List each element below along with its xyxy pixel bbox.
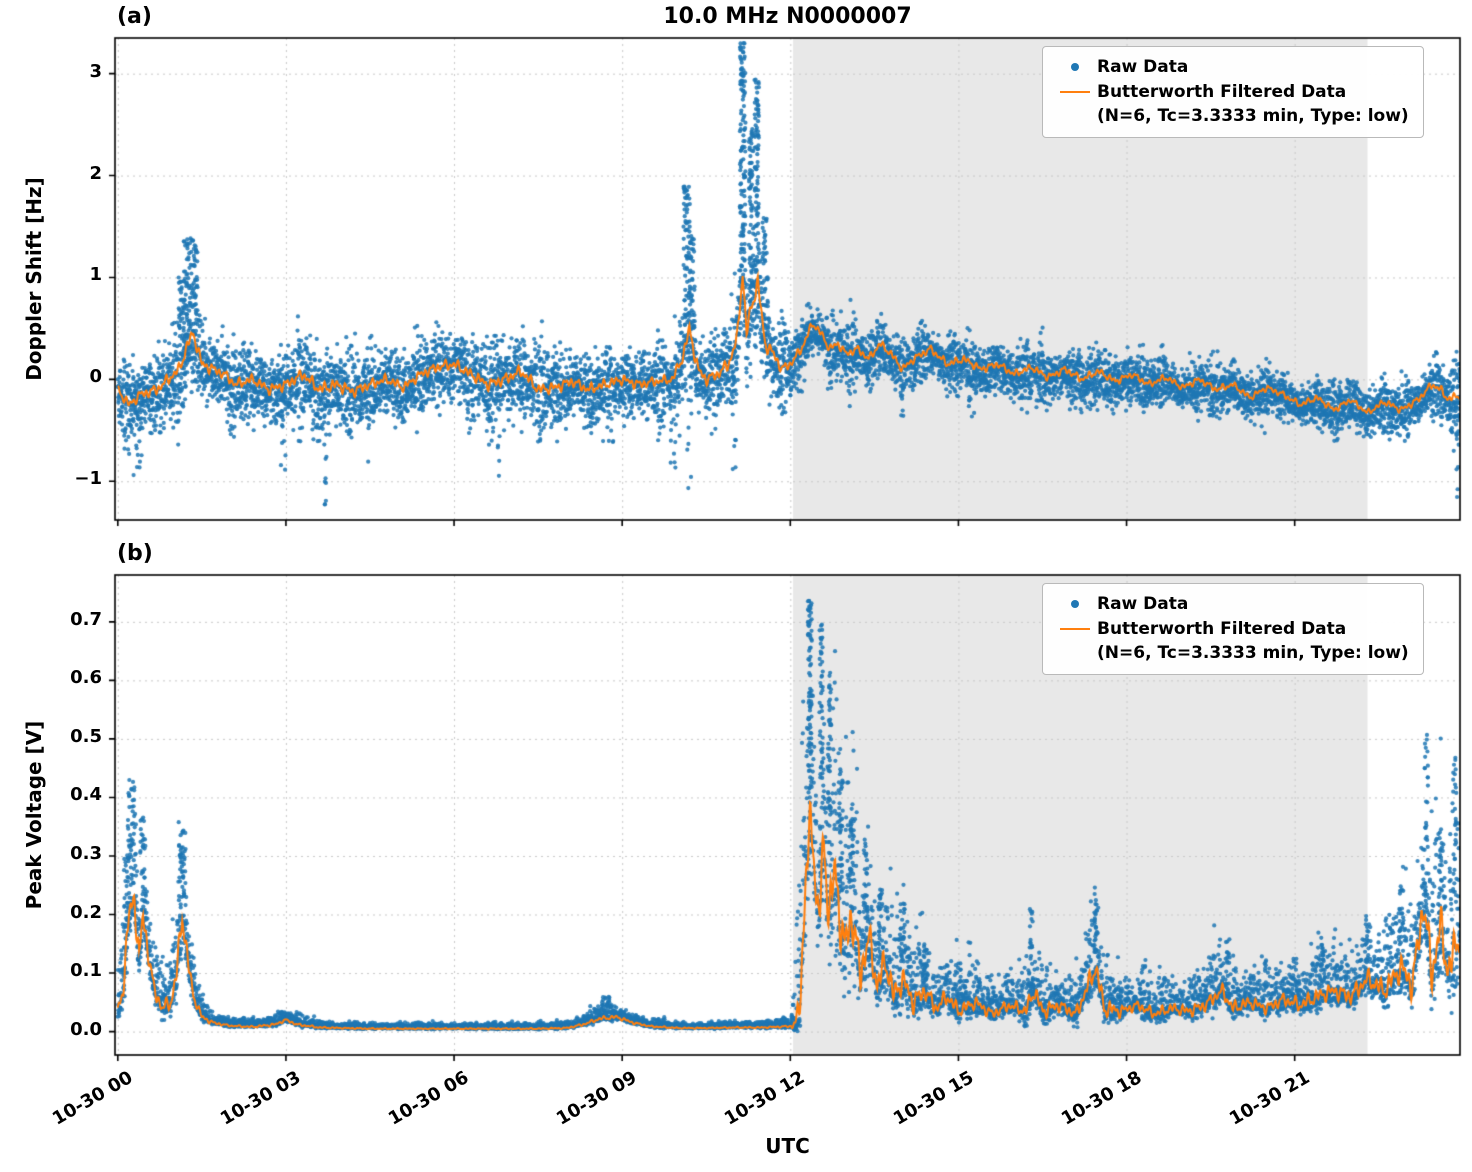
- raw-data-dot-icon: [1053, 63, 1097, 72]
- legend-entry-filtered: Butterworth Filtered Data: [1053, 80, 1409, 105]
- legend-entry-filtered-sub: (N=6, Tc=3.3333 min, Type: low): [1053, 641, 1409, 666]
- y-tick-label: 0.3: [70, 842, 102, 864]
- y-tick-label: 0.0: [70, 1018, 102, 1040]
- legend-entry-raw: Raw Data: [1053, 592, 1409, 617]
- legend-filtered-sublabel: (N=6, Tc=3.3333 min, Type: low): [1097, 106, 1409, 127]
- y-tick-label: 0.4: [70, 784, 102, 806]
- y-tick-label: 0: [89, 366, 102, 388]
- y-tick-label: 3: [89, 60, 102, 82]
- filtered-line-icon: [1053, 90, 1097, 93]
- legend-panel-b: Raw Data Butterworth Filtered Data (N=6,…: [1042, 583, 1424, 675]
- panel-b-label: (b): [117, 541, 153, 566]
- legend-entry-filtered: Butterworth Filtered Data: [1053, 617, 1409, 642]
- y-tick-label: 1: [89, 264, 102, 286]
- panel-a-label: (a): [117, 4, 152, 29]
- legend-entry-filtered-sub: (N=6, Tc=3.3333 min, Type: low): [1053, 104, 1409, 129]
- filtered-line-icon: [1053, 627, 1097, 630]
- legend-filtered-label: Butterworth Filtered Data: [1097, 618, 1347, 639]
- raw-data-dot-icon: [1053, 600, 1097, 609]
- chart-title: 10.0 MHz N0000007: [663, 4, 912, 29]
- legend-entry-raw: Raw Data: [1053, 55, 1409, 80]
- y-tick-label: 2: [89, 162, 102, 184]
- legend-raw-label: Raw Data: [1097, 57, 1189, 77]
- y-axis-label-voltage: Peak Voltage [V]: [22, 720, 46, 910]
- legend-raw-label: Raw Data: [1097, 594, 1189, 614]
- y-tick-label: 0.7: [70, 608, 102, 630]
- legend-filtered-sublabel: (N=6, Tc=3.3333 min, Type: low): [1097, 643, 1409, 664]
- y-tick-label: 0.1: [70, 960, 102, 982]
- y-tick-label: 0.5: [70, 725, 102, 747]
- legend-filtered-label: Butterworth Filtered Data: [1097, 81, 1347, 102]
- y-tick-label: −1: [74, 468, 102, 490]
- y-tick-label: 0.2: [70, 901, 102, 923]
- legend-panel-a: Raw Data Butterworth Filtered Data (N=6,…: [1042, 46, 1424, 138]
- y-tick-label: 0.6: [70, 667, 102, 689]
- x-axis-label: UTC: [765, 1134, 810, 1158]
